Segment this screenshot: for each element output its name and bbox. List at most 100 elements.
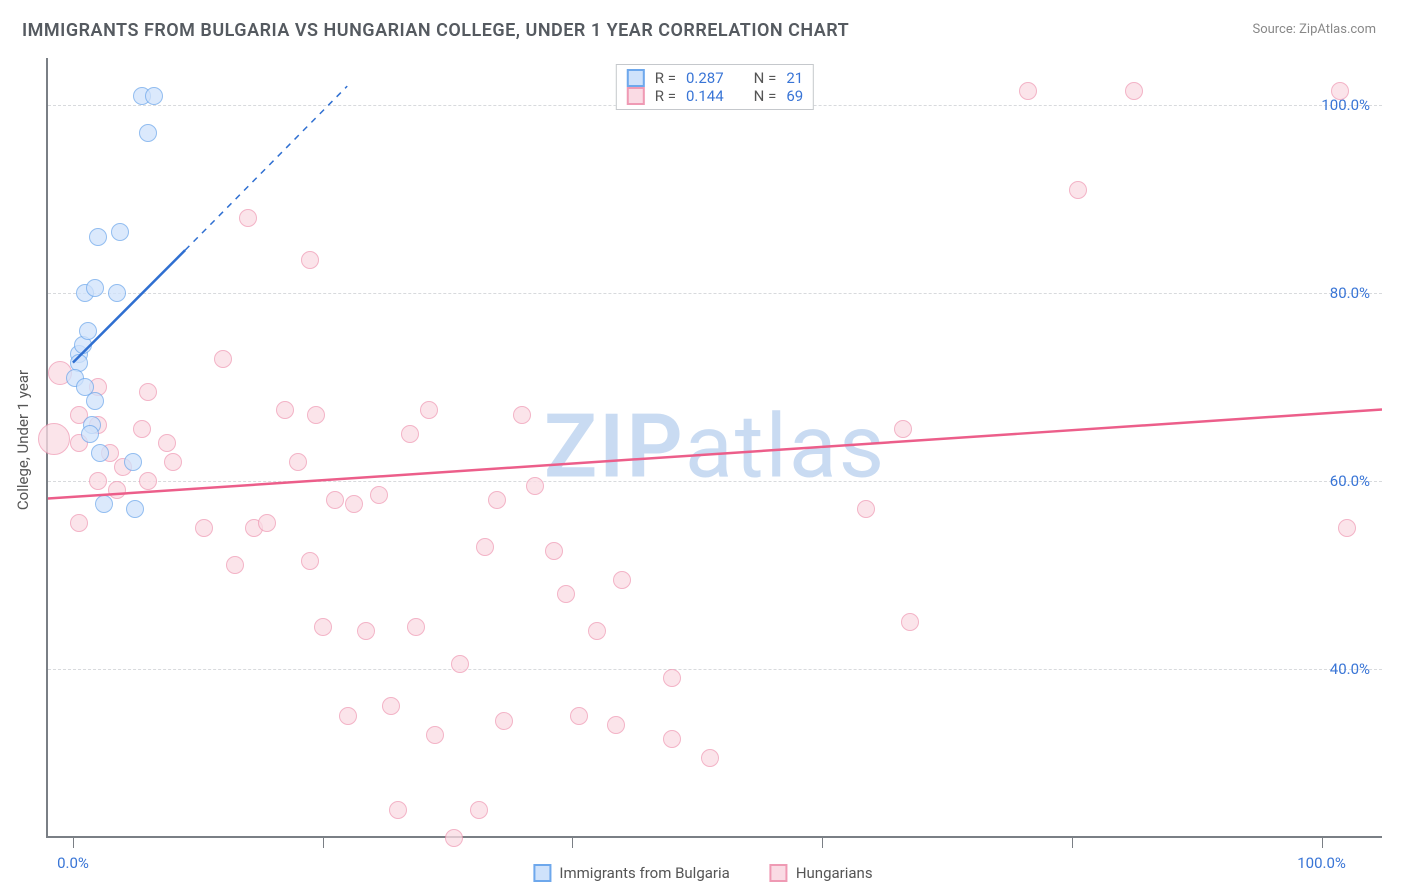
pink-point <box>345 495 363 513</box>
chart-title: IMMIGRANTS FROM BULGARIA VS HUNGARIAN CO… <box>22 20 849 41</box>
watermark-bold: ZIP <box>544 396 685 499</box>
pink-point <box>389 801 407 819</box>
pink-point <box>357 622 375 640</box>
r-value-pink: 0.144 <box>686 87 724 105</box>
pink-point <box>488 491 506 509</box>
blue-point <box>89 228 107 246</box>
pink-point <box>526 477 544 495</box>
y-tick-label: 40.0% <box>1330 660 1370 678</box>
blue-point <box>126 500 144 518</box>
blue-point <box>86 392 104 410</box>
pink-point <box>451 655 469 673</box>
pink-point <box>401 425 419 443</box>
pink-point <box>476 538 494 556</box>
n-label: N = <box>754 87 777 105</box>
pink-point <box>495 712 513 730</box>
watermark-rest: atlas <box>685 396 886 499</box>
pink-point <box>214 350 232 368</box>
x-tick-label: 100.0% <box>1297 854 1346 872</box>
r-label: R = <box>655 87 676 105</box>
pink-point <box>701 749 719 767</box>
pink-point <box>301 251 319 269</box>
pink-point <box>545 542 563 560</box>
r-label: R = <box>655 69 676 87</box>
pink-point <box>607 716 625 734</box>
pink-point <box>1069 181 1087 199</box>
source-attribution: Source: ZipAtlas.com <box>1252 22 1376 37</box>
x-tick <box>1072 836 1073 848</box>
pink-point <box>426 726 444 744</box>
legend-item-blue: Immigrants from Bulgaria <box>533 864 729 882</box>
pink-point <box>289 453 307 471</box>
source-link[interactable]: ZipAtlas.com <box>1299 22 1376 37</box>
pink-point <box>901 613 919 631</box>
x-tick <box>1322 836 1323 848</box>
legend-label-blue: Immigrants from Bulgaria <box>559 864 729 882</box>
pink-point <box>382 697 400 715</box>
r-value-blue: 0.287 <box>686 69 724 87</box>
pink-point <box>663 669 681 687</box>
correlation-legend: R = 0.287 N = 21 R = 0.144 N = 69 <box>616 64 814 110</box>
watermark: ZIPatlas <box>544 396 886 499</box>
source-label: Source: <box>1252 22 1299 37</box>
blue-point <box>91 444 109 462</box>
n-value-blue: 21 <box>786 69 803 87</box>
pink-point <box>894 420 912 438</box>
pink-point <box>339 707 357 725</box>
pink-point <box>158 434 176 452</box>
pink-point <box>613 571 631 589</box>
blue-point <box>81 425 99 443</box>
pink-point <box>108 481 126 499</box>
pink-point <box>513 406 531 424</box>
pink-point <box>570 707 588 725</box>
blue-point <box>124 453 142 471</box>
y-tick-label: 80.0% <box>1330 284 1370 302</box>
blue-point <box>86 279 104 297</box>
pink-point <box>226 556 244 574</box>
pink-point <box>195 519 213 537</box>
pink-point <box>470 801 488 819</box>
blue-point <box>95 495 113 513</box>
legend-row-blue: R = 0.287 N = 21 <box>627 69 803 87</box>
pink-point <box>258 514 276 532</box>
n-value-pink: 69 <box>786 87 803 105</box>
series-legend: Immigrants from Bulgaria Hungarians <box>525 862 880 884</box>
pink-point <box>89 472 107 490</box>
blue-point <box>145 87 163 105</box>
pink-point <box>139 472 157 490</box>
x-tick <box>73 836 74 848</box>
gridline-h <box>48 481 1382 482</box>
pink-point <box>663 730 681 748</box>
trend-lines-svg <box>48 58 1382 836</box>
swatch-blue <box>533 864 551 882</box>
pink-point <box>407 618 425 636</box>
legend-label-pink: Hungarians <box>796 864 873 882</box>
pink-point <box>1331 82 1349 100</box>
pink-point <box>420 401 438 419</box>
blue-point <box>139 124 157 142</box>
pink-point <box>1125 82 1143 100</box>
pink-point <box>588 622 606 640</box>
gridline-h <box>48 669 1382 670</box>
pink-point <box>301 552 319 570</box>
pink-point <box>557 585 575 603</box>
pink-point <box>139 383 157 401</box>
blue-point <box>108 284 126 302</box>
pink-point <box>857 500 875 518</box>
plot-area: ZIPatlas R = 0.287 N = 21 R = 0.144 N = … <box>46 58 1382 838</box>
pink-point <box>307 406 325 424</box>
swatch-blue <box>627 69 645 87</box>
pink-point <box>314 618 332 636</box>
blue-point <box>79 322 97 340</box>
pink-point <box>164 453 182 471</box>
pink-point <box>70 514 88 532</box>
pink-point <box>276 401 294 419</box>
pink-point <box>1338 519 1356 537</box>
pink-point <box>445 829 463 847</box>
pink-point <box>370 486 388 504</box>
pink-point <box>1019 82 1037 100</box>
x-tick <box>572 836 573 848</box>
swatch-pink <box>770 864 788 882</box>
pink-point <box>239 209 257 227</box>
x-tick <box>822 836 823 848</box>
